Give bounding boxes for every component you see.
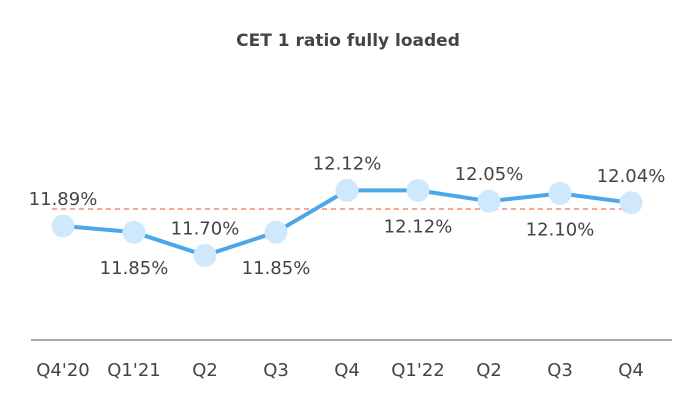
x-tick-label-3: Q2 — [192, 360, 218, 381]
x-tick-label-6: Q1'22 — [391, 360, 444, 381]
data-point-2 — [122, 220, 146, 244]
x-tick-label-8: Q3 — [547, 360, 573, 381]
x-tick-labels-layer: Q4'20 Q1'21 Q2 Q3 Q4 Q1'22 Q2 Q3 Q4 — [36, 360, 644, 381]
data-label-2: 11.85% — [100, 258, 169, 279]
data-label-6: 12.12% — [384, 216, 453, 237]
data-label-5: 12.12% — [313, 153, 382, 174]
x-tick-label-9: Q4 — [618, 360, 644, 381]
data-point-3 — [193, 243, 217, 267]
data-label-3: 11.70% — [171, 218, 240, 239]
x-tick-label-1: Q4'20 — [36, 360, 89, 381]
data-label-7: 12.05% — [455, 164, 524, 185]
data-label-1: 11.89% — [29, 189, 98, 210]
data-labels-layer: 11.89% 11.85%11.70%11.85% 12.12% 12.12% 12.0… — [29, 153, 666, 279]
data-label-8: 12.10% — [526, 219, 595, 240]
markers-layer — [51, 178, 643, 267]
data-point-6 — [406, 178, 430, 202]
data-point-4 — [264, 220, 288, 244]
data-point-7 — [477, 189, 501, 213]
data-point-1 — [51, 214, 75, 238]
data-label-4: 11.85% — [242, 258, 311, 279]
x-tick-label-7: Q2 — [476, 360, 502, 381]
data-label-9: 12.04% — [597, 166, 666, 187]
data-point-5 — [335, 178, 359, 202]
data-point-9 — [619, 191, 643, 215]
x-tick-label-5: Q4 — [334, 360, 360, 381]
chart-title: CET 1 ratio fully loaded — [236, 31, 460, 51]
data-point-8 — [548, 181, 572, 205]
x-tick-label-2: Q1'21 — [107, 360, 160, 381]
x-tick-label-4: Q3 — [263, 360, 289, 381]
